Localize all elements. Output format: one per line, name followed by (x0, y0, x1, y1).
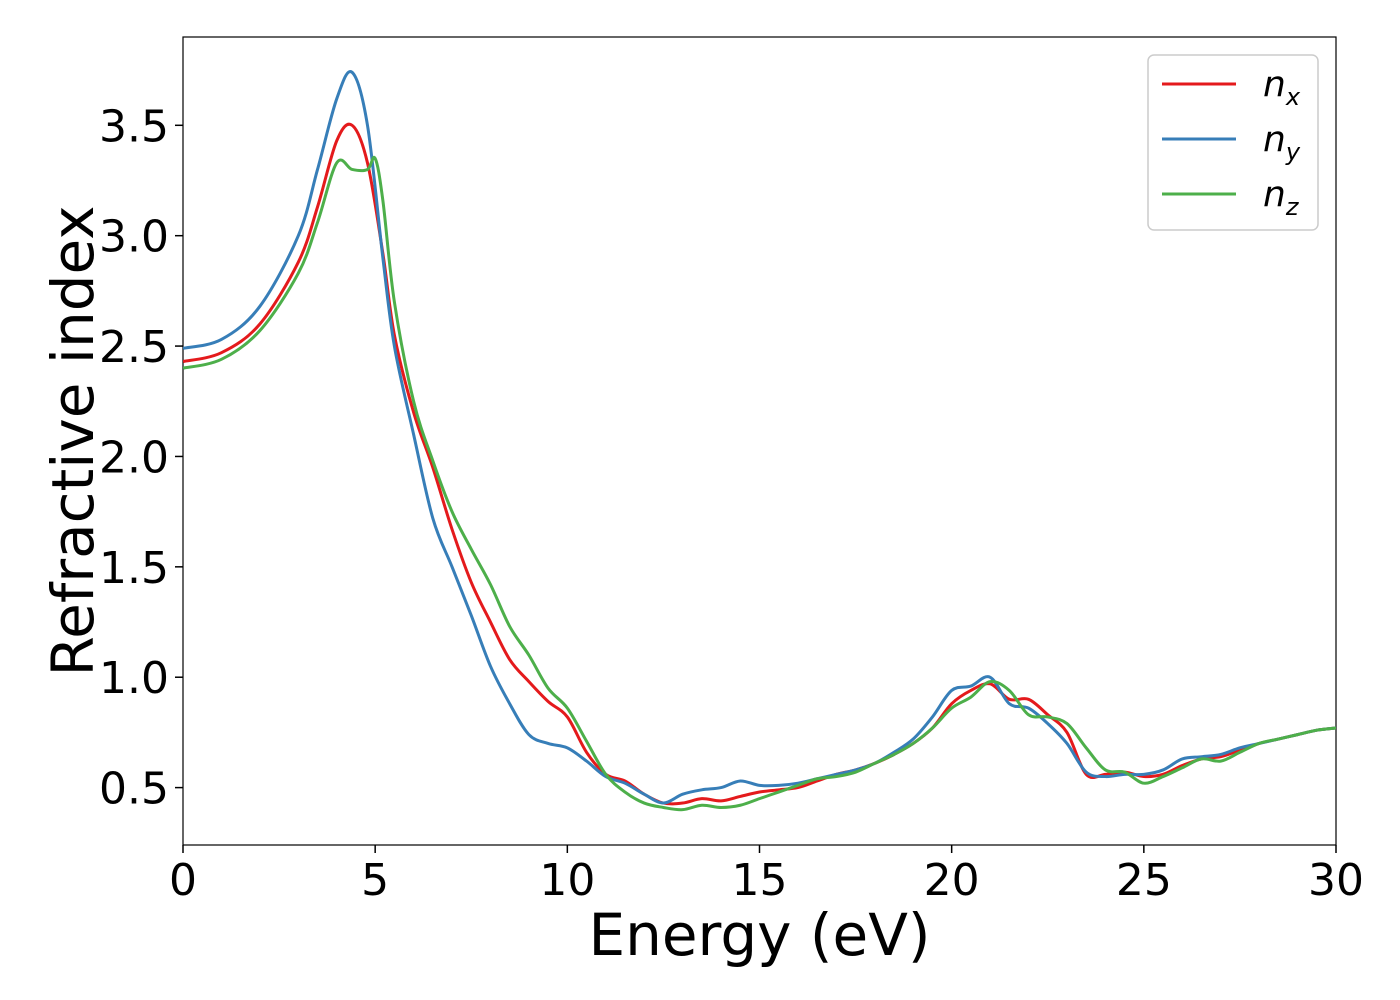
x-tick-label: 15 (732, 855, 788, 906)
x-tick-label: 10 (539, 855, 595, 906)
legend-label-x: nx (1263, 64, 1301, 111)
legend-label-subscript: y (1285, 138, 1301, 166)
legend-label-base: n (1263, 174, 1286, 215)
x-axis: 0 5 10 15 20 25 30 (169, 845, 1364, 906)
y-tick-label: 0.5 (99, 764, 169, 815)
y-tick-label: 1.0 (99, 653, 169, 704)
series-line-y (183, 70, 1336, 805)
plot-area (182, 36, 1337, 846)
legend-label-base: n (1263, 119, 1286, 160)
y-axis-title: Refractive index (39, 205, 107, 676)
y-axis: 0.5 1.0 1.5 2.0 2.5 3.0 3.5 (99, 101, 183, 815)
legend-label-subscript: x (1285, 83, 1301, 111)
x-tick-label: 25 (1116, 855, 1172, 906)
x-tick-label: 30 (1308, 855, 1364, 906)
series-line-z (183, 155, 1336, 812)
y-tick-label: 3.0 (99, 212, 169, 263)
legend-label-base: n (1263, 64, 1286, 105)
legend-label-z: nz (1263, 174, 1300, 221)
y-tick-label: 3.5 (99, 101, 169, 152)
x-tick-label: 20 (924, 855, 980, 906)
y-tick-label: 2.5 (99, 322, 169, 373)
x-tick-label: 5 (361, 855, 389, 906)
series-layer (183, 70, 1336, 812)
legend-label-subscript: z (1285, 193, 1300, 221)
y-tick-label: 2.0 (99, 432, 169, 483)
x-tick-label: 0 (169, 855, 197, 906)
legend-label-y: ny (1263, 119, 1301, 166)
legend-frame (1147, 54, 1319, 231)
y-tick-label: 1.5 (99, 543, 169, 594)
x-axis-title: Energy (eV) (588, 901, 930, 969)
series-line-x (183, 122, 1336, 806)
